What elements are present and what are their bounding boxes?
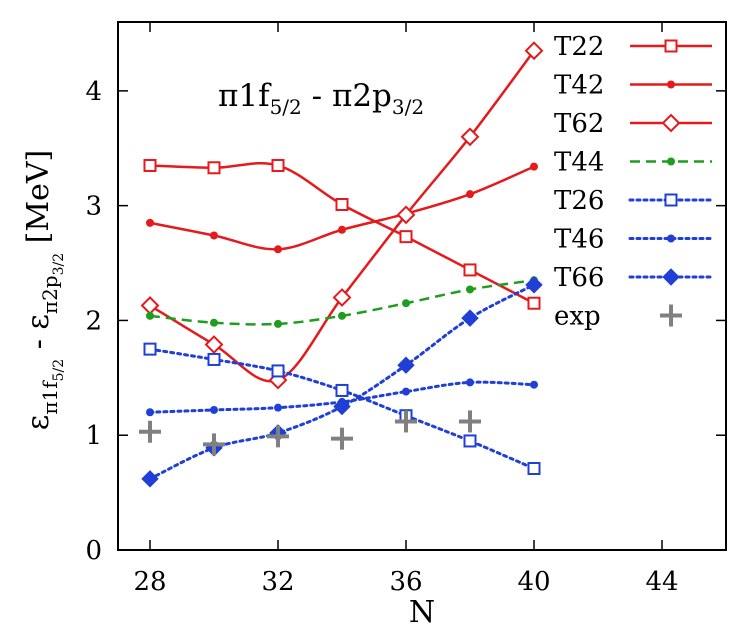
legend-item-t26: T26 (554, 186, 714, 216)
data-point (525, 276, 543, 294)
data-point (141, 470, 159, 488)
data-point (204, 335, 224, 354)
data-point (466, 285, 474, 294)
data-point (274, 319, 282, 328)
axis-ticks (118, 22, 726, 551)
y-axis-label: επ1f5/2 - επ2p3/2 [MeV] (21, 150, 67, 430)
data-point (143, 342, 157, 356)
data-point (274, 245, 282, 254)
legend: T22 T42 T62 T44 T26 T46 T66 exp (554, 32, 714, 332)
plot-frame (117, 21, 727, 551)
data-point (338, 225, 346, 234)
data-point (210, 318, 218, 327)
data-point (139, 420, 161, 443)
data-point (146, 218, 154, 227)
legend-marker (667, 80, 675, 89)
data-point (338, 311, 346, 320)
legend-label: T62 (554, 109, 604, 139)
legend-item-t46: T46 (554, 225, 714, 255)
data-point (395, 410, 417, 433)
x-tick-label: 28 (133, 567, 166, 597)
x-tick-label: 36 (389, 567, 422, 597)
data-point (402, 387, 410, 396)
data-point (210, 405, 218, 414)
legend-item-t44: T44 (554, 148, 712, 178)
legend-marker (664, 39, 678, 53)
series-t42 (146, 162, 538, 254)
legend-item-t62: T62 (554, 109, 712, 139)
data-point (146, 311, 154, 320)
data-point (463, 263, 477, 277)
y-tick-label: 1 (85, 421, 102, 451)
data-point (527, 296, 541, 310)
data-point (271, 364, 285, 378)
data-point (207, 161, 221, 175)
data-point (461, 309, 479, 327)
chart-title: π1f5/2 - π2p3/2 (218, 78, 424, 119)
legend-label: T26 (554, 186, 604, 216)
legend-marker (662, 268, 680, 286)
data-point (143, 158, 157, 172)
data-point (331, 427, 353, 450)
legend-label: T66 (554, 263, 604, 293)
data-point (335, 198, 349, 212)
data-point (402, 299, 410, 308)
series-exp (139, 410, 481, 456)
data-point (140, 296, 160, 315)
x-tick-labels: 28 32 36 40 44 (133, 567, 678, 597)
legend-marker (667, 234, 675, 243)
series-t44 (146, 276, 538, 328)
x-tick-label: 40 (517, 567, 550, 597)
legend-marker (667, 157, 675, 166)
data-point (463, 434, 477, 448)
y-tick-label: 4 (85, 77, 102, 107)
data-point (146, 408, 154, 417)
data-point (466, 378, 474, 387)
series-t62 (140, 41, 544, 390)
legend-item-exp: exp (554, 302, 682, 332)
data-point (333, 397, 351, 416)
legend-label: T44 (554, 148, 604, 178)
legend-label: T22 (554, 32, 604, 62)
data-point (459, 410, 481, 433)
data-point (527, 462, 541, 476)
x-tick-label: 32 (261, 567, 294, 597)
series-layer (139, 41, 544, 488)
x-tick-label: 44 (645, 567, 678, 597)
data-point (396, 205, 416, 225)
legend-marker (661, 113, 681, 133)
data-point (332, 288, 352, 307)
data-point (210, 231, 218, 240)
data-point (530, 162, 538, 171)
data-point (335, 383, 349, 397)
legend-label: T46 (554, 225, 604, 255)
x-axis-label: N (409, 595, 435, 629)
data-point (466, 190, 474, 199)
data-point (207, 352, 221, 366)
y-tick-label: 0 (85, 536, 102, 566)
legend-label: T42 (554, 71, 604, 101)
legend-marker (660, 304, 682, 327)
legend-item-t66: T66 (554, 263, 714, 293)
data-point (399, 230, 413, 244)
y-tick-labels: 0 1 2 3 4 (85, 77, 102, 566)
y-tick-label: 2 (85, 306, 102, 336)
series-t22 (143, 158, 541, 310)
y-tick-label: 3 (85, 192, 102, 222)
series-t66 (141, 276, 543, 488)
legend-item-t22: T22 (554, 32, 712, 62)
legend-item-t42: T42 (554, 71, 712, 101)
data-point (460, 127, 480, 147)
legend-marker (664, 193, 678, 207)
data-point (530, 380, 538, 389)
data-point (397, 356, 415, 374)
data-point (274, 403, 282, 412)
legend-label: exp (554, 302, 601, 332)
data-point (271, 158, 285, 172)
data-point (524, 41, 544, 61)
data-point (267, 425, 289, 448)
data-point (203, 433, 225, 456)
